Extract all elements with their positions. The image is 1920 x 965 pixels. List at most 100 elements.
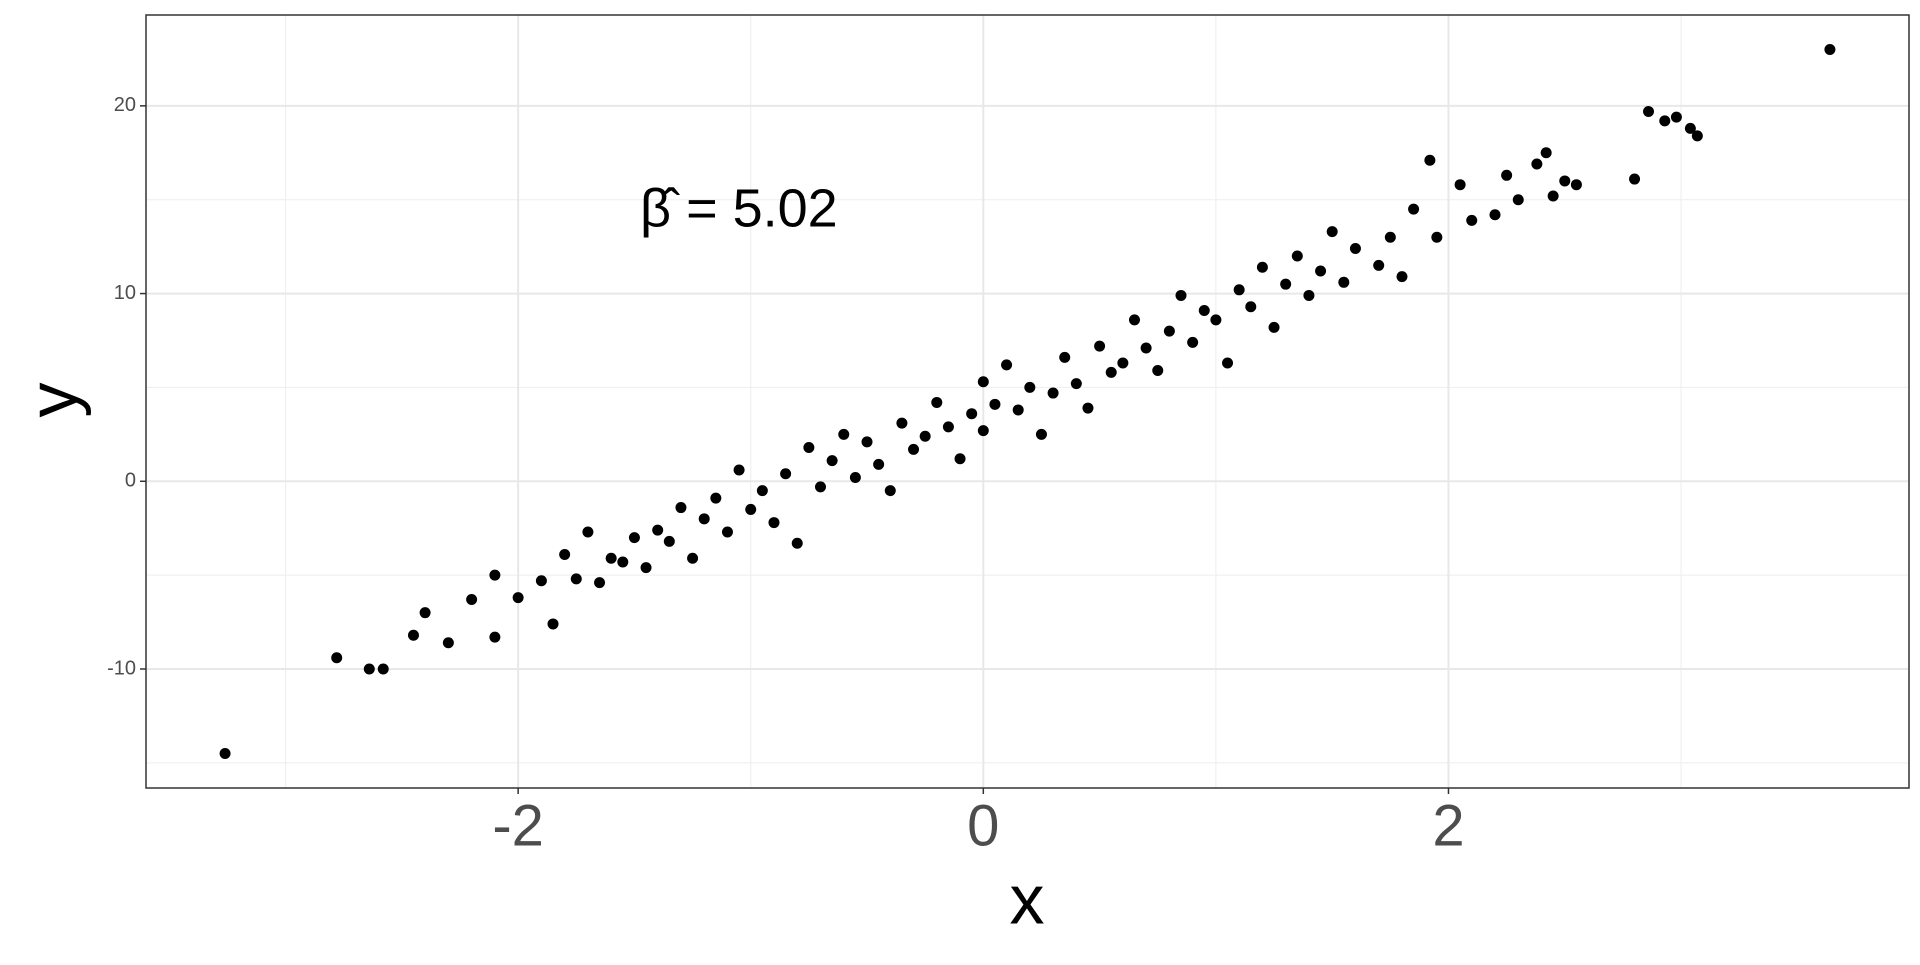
point: [1501, 169, 1513, 181]
point: [861, 436, 873, 448]
points: [219, 44, 1836, 759]
point: [363, 663, 375, 675]
point: [594, 577, 606, 589]
point: [489, 631, 501, 643]
point: [1268, 321, 1280, 333]
point: [652, 524, 664, 536]
point: [1233, 284, 1245, 296]
point: [989, 398, 1001, 410]
point: [377, 663, 389, 675]
point: [977, 376, 989, 388]
point: [977, 425, 989, 437]
x-tick-label: 2: [1432, 793, 1464, 858]
point: [873, 458, 885, 470]
y-axis-title: y: [13, 383, 91, 418]
point: [1373, 259, 1385, 271]
point: [1384, 231, 1396, 243]
point: [1070, 378, 1082, 390]
point: [919, 430, 931, 442]
point: [1256, 261, 1268, 273]
point: [1349, 243, 1361, 255]
point: [535, 575, 547, 587]
point: [1512, 194, 1524, 206]
point: [1570, 179, 1582, 191]
point: [1024, 381, 1036, 393]
y-tick-label: 20: [114, 94, 136, 116]
point: [1222, 357, 1234, 369]
point: [570, 573, 582, 585]
point: [1291, 250, 1303, 262]
plot-background: [146, 15, 1909, 788]
point: [687, 552, 699, 564]
point: [1338, 276, 1350, 288]
point: [442, 637, 454, 649]
y-tick-label: 10: [114, 282, 136, 304]
point: [756, 485, 768, 497]
y-tick-label: 0: [125, 470, 136, 492]
annotation: β̂ = 5.02: [640, 178, 838, 238]
point: [1431, 231, 1443, 243]
point: [640, 562, 652, 574]
point: [849, 472, 861, 484]
point: [1396, 271, 1408, 283]
point: [1105, 366, 1117, 378]
point: [1140, 342, 1152, 354]
point: [1175, 289, 1187, 301]
point: [1684, 122, 1696, 134]
point: [1210, 314, 1222, 326]
point: [1531, 158, 1543, 170]
point: [1198, 304, 1210, 316]
point: [512, 592, 524, 604]
point: [1303, 289, 1315, 301]
point: [547, 618, 559, 630]
point: [1691, 130, 1703, 142]
point: [419, 607, 431, 619]
point: [838, 428, 850, 440]
point: [1454, 179, 1466, 191]
point: [617, 556, 629, 568]
point: [768, 517, 780, 529]
point: [733, 464, 745, 476]
y-tick-label: -10: [107, 657, 136, 679]
point: [628, 532, 640, 544]
point: [1035, 428, 1047, 440]
point: [942, 421, 954, 433]
point: [780, 468, 792, 480]
point: [559, 548, 571, 560]
point: [1315, 265, 1327, 277]
point: [1559, 175, 1571, 187]
grid: [146, 15, 1909, 788]
point: [1670, 111, 1682, 123]
point: [745, 503, 757, 515]
point: [1824, 44, 1836, 56]
point: [721, 526, 733, 538]
point: [1059, 351, 1071, 363]
point: [1128, 314, 1140, 326]
point: [407, 629, 419, 641]
point: [966, 408, 978, 420]
x-tick-label: -2: [492, 793, 544, 858]
point: [1326, 226, 1338, 238]
point: [1163, 325, 1175, 337]
x-axis-title: x: [1010, 860, 1045, 938]
point: [1540, 147, 1552, 159]
point: [1408, 203, 1420, 215]
point: [219, 747, 231, 759]
point: [1082, 402, 1094, 414]
point: [931, 396, 943, 408]
point: [896, 417, 908, 429]
point: [814, 481, 826, 493]
point: [466, 594, 478, 606]
point: [884, 485, 896, 497]
point: [663, 535, 675, 547]
point: [954, 453, 966, 465]
point: [791, 537, 803, 549]
point: [1001, 359, 1013, 371]
point: [1094, 340, 1106, 352]
point: [1424, 154, 1436, 166]
point: [1643, 105, 1655, 117]
point: [1152, 365, 1164, 377]
point: [582, 526, 594, 538]
